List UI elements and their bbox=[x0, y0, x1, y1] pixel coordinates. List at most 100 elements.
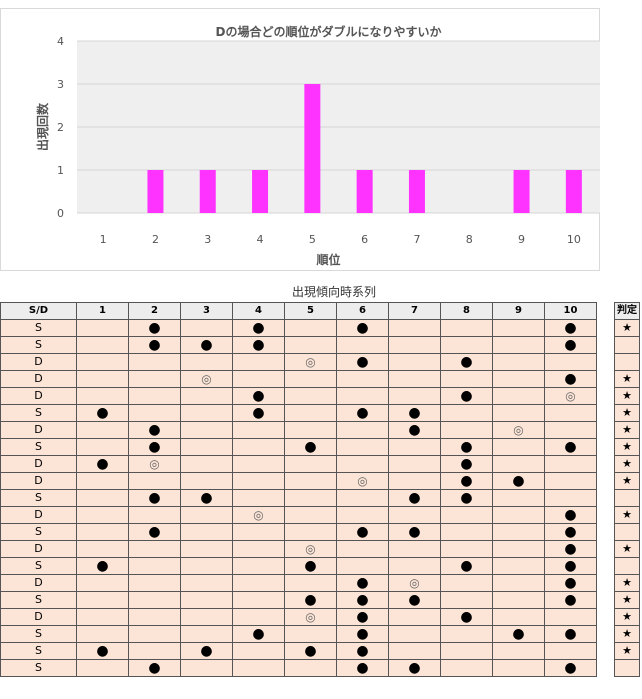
judge-row: ★ bbox=[614, 404, 640, 422]
judge-cell bbox=[614, 659, 640, 677]
rank-cell bbox=[388, 506, 441, 524]
rank-cell: ◎ bbox=[128, 455, 181, 473]
rank-cell bbox=[76, 574, 129, 592]
rank-cell: ● bbox=[336, 591, 389, 609]
rank-cell bbox=[76, 319, 129, 337]
rank-cell bbox=[232, 557, 285, 575]
judge-table: 判定 ★ ★ ★ ★ ★ ★ ★ ★ ★ ★ ★ ★ ★ ★ ★ bbox=[614, 302, 640, 677]
rank-cell bbox=[440, 659, 493, 677]
rank-cell: ● bbox=[180, 336, 233, 354]
table-row: D ◎ ● ● bbox=[0, 353, 597, 371]
y-tick-label: 0 bbox=[57, 207, 64, 220]
rank-cell bbox=[440, 540, 493, 558]
rank-cell bbox=[180, 404, 233, 422]
rank-cell bbox=[232, 421, 285, 439]
header-rank-8: 8 bbox=[440, 302, 493, 320]
rank-cell: ● bbox=[128, 438, 181, 456]
rank-cell bbox=[180, 608, 233, 626]
rank-cell: ● bbox=[544, 659, 597, 677]
rank-cell: ◎ bbox=[180, 370, 233, 388]
header-rank-5: 5 bbox=[284, 302, 337, 320]
rank-cell bbox=[76, 472, 129, 490]
rank-cell bbox=[180, 659, 233, 677]
rank-cell bbox=[180, 523, 233, 541]
rank-cell bbox=[128, 608, 181, 626]
rank-cell: ● bbox=[180, 642, 233, 660]
rank-cell bbox=[128, 540, 181, 558]
rank-cell: ● bbox=[284, 591, 337, 609]
rank-cell: ● bbox=[284, 438, 337, 456]
rank-cell bbox=[76, 336, 129, 354]
y-tick-label: 4 bbox=[57, 35, 64, 48]
sd-cell: D bbox=[0, 608, 77, 626]
judge-cell: ★ bbox=[614, 387, 640, 405]
table-row: D ◎ ● bbox=[0, 506, 597, 524]
rank-cell bbox=[180, 353, 233, 371]
bar bbox=[408, 170, 425, 213]
rank-cell: ● bbox=[336, 574, 389, 592]
table-row: D ● ● ◎ bbox=[0, 421, 597, 439]
rank-cell bbox=[336, 336, 389, 354]
sd-cell: S bbox=[0, 404, 77, 422]
rank-cell bbox=[180, 319, 233, 337]
rank-cell bbox=[544, 489, 597, 507]
judge-cell: ★ bbox=[614, 319, 640, 337]
rank-cell: ◎ bbox=[388, 574, 441, 592]
table-row: D ◎ ● ● bbox=[0, 472, 597, 490]
rank-cell: ● bbox=[76, 642, 129, 660]
judge-cell: ★ bbox=[614, 608, 640, 626]
sd-cell: D bbox=[0, 370, 77, 388]
rank-cell bbox=[180, 591, 233, 609]
table-header-row: S/D 1 2 3 4 5 6 7 8 9 10 bbox=[0, 302, 597, 320]
rank-cell bbox=[232, 370, 285, 388]
rank-cell: ● bbox=[492, 625, 545, 643]
sd-cell: D bbox=[0, 421, 77, 439]
rank-cell bbox=[544, 642, 597, 660]
judge-row: ★ bbox=[614, 370, 640, 388]
rank-cell bbox=[180, 574, 233, 592]
table-row: S ● ● ● ● bbox=[0, 591, 597, 609]
header-rank-1: 1 bbox=[76, 302, 129, 320]
rank-cell bbox=[232, 608, 285, 626]
rank-cell bbox=[492, 557, 545, 575]
rank-cell bbox=[492, 438, 545, 456]
sd-cell: D bbox=[0, 353, 77, 371]
rank-cell bbox=[492, 659, 545, 677]
judge-cell: ★ bbox=[614, 370, 640, 388]
rank-cell bbox=[388, 455, 441, 473]
rank-cell bbox=[440, 506, 493, 524]
judge-cell: ★ bbox=[614, 455, 640, 473]
judge-cell bbox=[614, 523, 640, 541]
judge-cell bbox=[614, 353, 640, 371]
rank-cell: ● bbox=[440, 353, 493, 371]
rank-cell bbox=[492, 608, 545, 626]
judge-row bbox=[614, 353, 640, 371]
rank-cell bbox=[440, 421, 493, 439]
rank-cell bbox=[388, 319, 441, 337]
rank-cell bbox=[492, 523, 545, 541]
sd-cell: D bbox=[0, 506, 77, 524]
rank-cell bbox=[128, 642, 181, 660]
rank-cell: ● bbox=[388, 489, 441, 507]
sd-cell: S bbox=[0, 557, 77, 575]
x-tick-label: 8 bbox=[466, 233, 473, 246]
rank-cell bbox=[492, 489, 545, 507]
rank-cell bbox=[440, 642, 493, 660]
rank-cell bbox=[492, 591, 545, 609]
rank-cell bbox=[232, 659, 285, 677]
table-row: S ● ● ● ● bbox=[0, 557, 597, 575]
judge-row: ★ bbox=[614, 421, 640, 439]
table-row: S ● ● ● ● bbox=[0, 642, 597, 660]
bar bbox=[252, 170, 269, 213]
rank-cell bbox=[128, 591, 181, 609]
rank-cell: ● bbox=[336, 642, 389, 660]
rank-cell bbox=[76, 625, 129, 643]
rank-cell bbox=[76, 421, 129, 439]
rank-cell: ● bbox=[388, 659, 441, 677]
rank-cell bbox=[284, 659, 337, 677]
sd-cell: S bbox=[0, 642, 77, 660]
rank-cell bbox=[76, 438, 129, 456]
y-tick-label: 2 bbox=[57, 121, 64, 134]
rank-cell bbox=[284, 489, 337, 507]
